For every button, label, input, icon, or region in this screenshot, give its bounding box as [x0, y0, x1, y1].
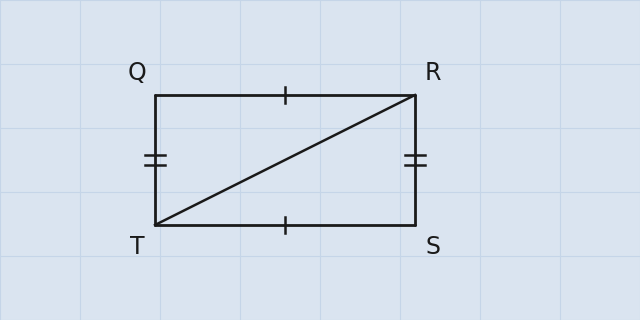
- Text: T: T: [130, 235, 144, 259]
- Text: Q: Q: [127, 61, 147, 85]
- Text: S: S: [426, 235, 440, 259]
- Text: R: R: [425, 61, 441, 85]
